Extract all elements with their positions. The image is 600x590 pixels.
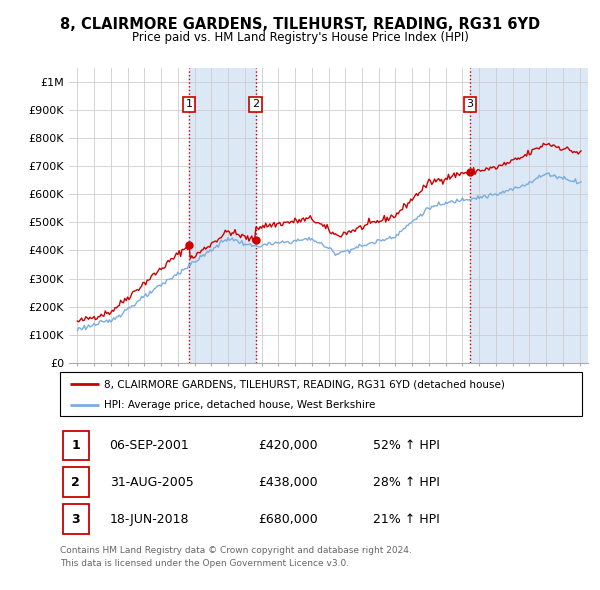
Text: 2: 2	[252, 99, 259, 109]
Text: 3: 3	[71, 513, 80, 526]
Text: £420,000: £420,000	[259, 439, 318, 452]
Bar	[62, 504, 89, 534]
Text: 18-JUN-2018: 18-JUN-2018	[110, 513, 189, 526]
Text: 06-SEP-2001: 06-SEP-2001	[110, 439, 190, 452]
Text: This data is licensed under the Open Government Licence v3.0.: This data is licensed under the Open Gov…	[60, 559, 349, 568]
Text: 52% ↑ HPI: 52% ↑ HPI	[373, 439, 440, 452]
Text: 2: 2	[71, 476, 80, 489]
Bar	[470, 68, 588, 363]
Text: 21% ↑ HPI: 21% ↑ HPI	[373, 513, 440, 526]
Text: Price paid vs. HM Land Registry's House Price Index (HPI): Price paid vs. HM Land Registry's House …	[131, 31, 469, 44]
Bar	[62, 431, 89, 460]
Bar	[189, 68, 256, 363]
Text: 8, CLAIRMORE GARDENS, TILEHURST, READING, RG31 6YD (detached house): 8, CLAIRMORE GARDENS, TILEHURST, READING…	[104, 379, 505, 389]
Text: 3: 3	[467, 99, 473, 109]
Text: 1: 1	[185, 99, 193, 109]
Bar	[62, 467, 89, 497]
Text: HPI: Average price, detached house, West Berkshire: HPI: Average price, detached house, West…	[104, 400, 376, 410]
Text: 8, CLAIRMORE GARDENS, TILEHURST, READING, RG31 6YD: 8, CLAIRMORE GARDENS, TILEHURST, READING…	[60, 17, 540, 31]
Text: Contains HM Land Registry data © Crown copyright and database right 2024.: Contains HM Land Registry data © Crown c…	[60, 546, 412, 555]
Text: £438,000: £438,000	[259, 476, 318, 489]
Text: 1: 1	[71, 439, 80, 452]
Text: 28% ↑ HPI: 28% ↑ HPI	[373, 476, 440, 489]
Text: £680,000: £680,000	[259, 513, 318, 526]
Text: 31-AUG-2005: 31-AUG-2005	[110, 476, 193, 489]
